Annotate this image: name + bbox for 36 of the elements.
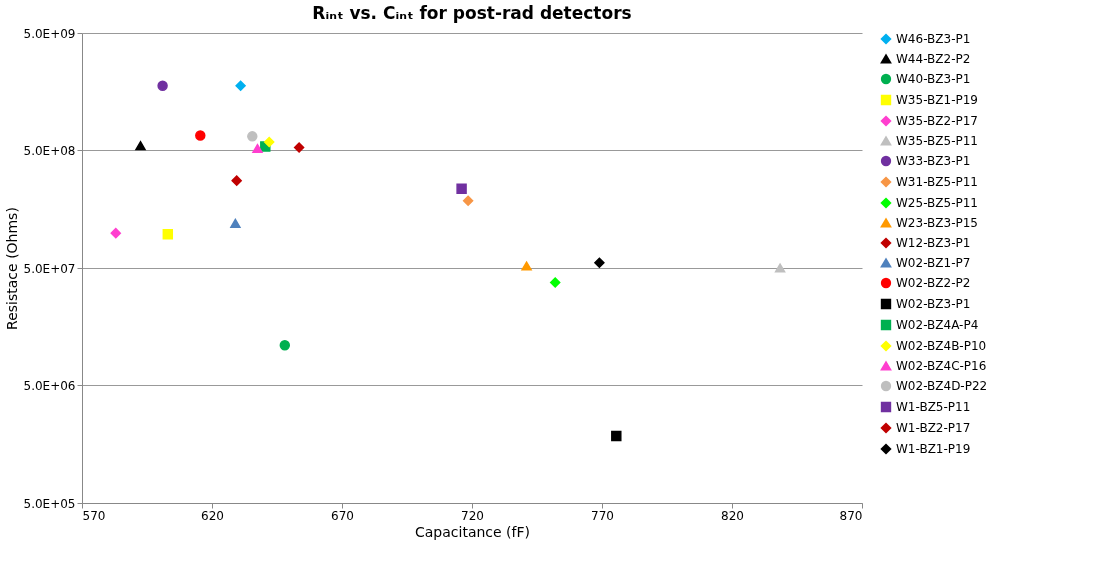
y-tick-label: 5.0E+06 [23,379,76,393]
legend-label: W02-BZ1-P7 [896,256,971,270]
legend-label: W35-BZ5-P11 [896,134,978,148]
legend-label: W02-BZ4D-P22 [896,379,988,393]
legend-label: W31-BZ5-P11 [896,175,978,189]
legend-label: W02-BZ4C-P16 [896,359,987,373]
legend-label: W33-BZ3-P1 [896,154,971,168]
y-axis-title: Resistace (Ohms) [3,207,20,330]
legend-label: W02-BZ4B-P10 [896,339,987,353]
y-tick-label: 5.0E+07 [23,261,76,276]
legend-label: W35-BZ1-P19 [896,93,978,107]
x-tick-label: 720 [461,508,484,523]
legend-label: W02-BZ4A-P4 [896,318,979,332]
legend-label: W02-BZ3-P1 [896,297,971,311]
x-axis-title: Capacitance (fF) [414,523,531,540]
x-tick-label: 670 [331,508,354,523]
x-tick-label: 570 [82,508,106,523]
chart-title: Rᵢₙₜ vs. Cᵢₙₜ for post-rad detectors [312,3,632,23]
x-tick-label: 870 [839,508,863,523]
legend-label: W25-BZ5-P11 [896,196,978,210]
x-tick-label: 820 [721,508,744,523]
legend-label: W1-BZ5-P11 [896,400,971,414]
x-tick-label: 770 [591,508,614,523]
x-tick-label: 620 [201,508,224,523]
legend-label: W44-BZ2-P2 [896,52,971,66]
legend-label: W46-BZ3-P1 [896,32,971,46]
y-tick-label: 5.0E+09 [23,26,76,41]
y-tick-label: 5.0E+08 [23,144,76,158]
legend-label: W23-BZ3-P15 [896,216,978,230]
legend-label: W1-BZ1-P19 [896,442,971,456]
y-tick-label: 5.0E+05 [23,496,76,511]
legend-label: W12-BZ3-P1 [896,236,971,250]
legend-label: W35-BZ2-P17 [896,114,978,128]
legend-label: W02-BZ2-P2 [896,276,971,290]
legend-label: W40-BZ3-P1 [896,72,971,86]
legend-label: W1-BZ2-P17 [896,421,971,435]
